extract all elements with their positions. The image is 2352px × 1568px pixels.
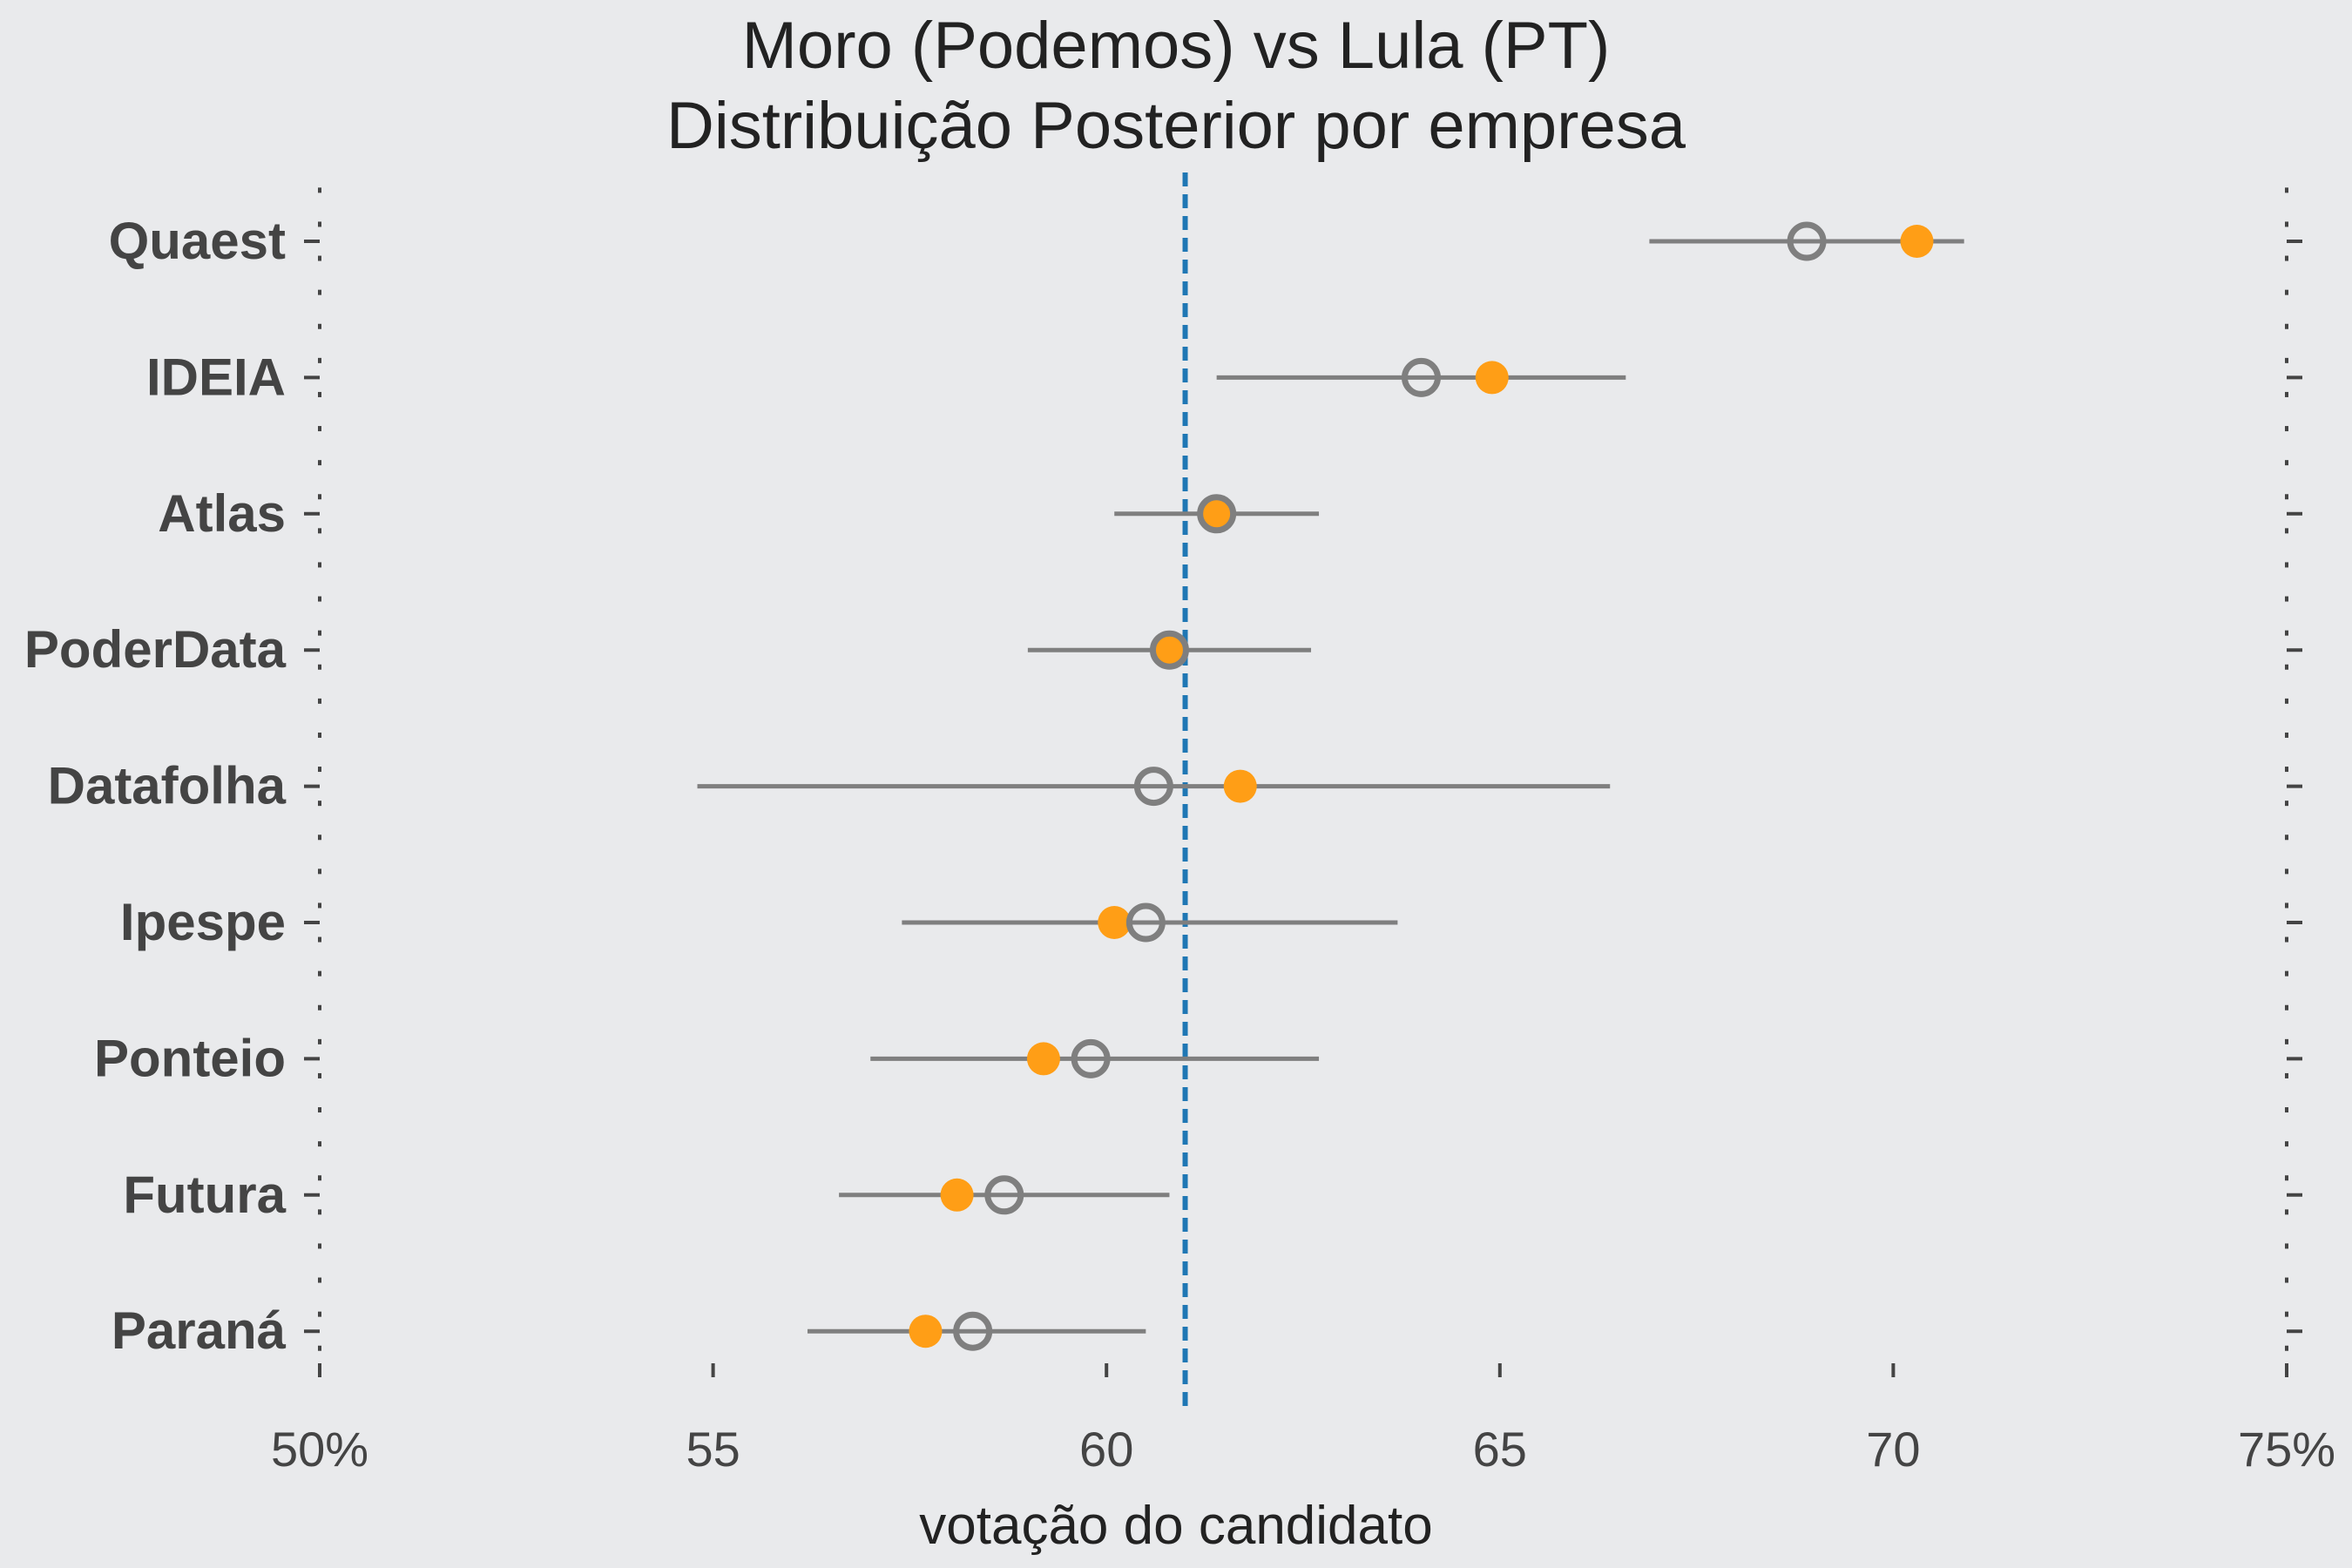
observed-point	[1200, 497, 1233, 531]
chart-subtitle: Distribuição Posterior por empresa	[666, 89, 1686, 163]
observed-point	[1026, 1042, 1060, 1076]
x-tick-label: 65	[1473, 1422, 1527, 1477]
y-tick-label: IDEIA	[146, 348, 286, 406]
observed-point	[1152, 633, 1186, 667]
x-tick-label: 60	[1079, 1422, 1133, 1477]
posterior-point	[953, 1311, 993, 1351]
y-tick-label: Ipespe	[120, 893, 286, 951]
posterior-point	[1787, 221, 1827, 261]
y-tick-label: Ponteio	[94, 1029, 286, 1087]
posterior-point	[1071, 1038, 1111, 1078]
x-tick-label: 50%	[271, 1422, 368, 1477]
observed-point	[909, 1315, 943, 1348]
axes: Quaest IDEIA Atlas PoderData Datafolha Ipespe…	[24, 187, 2335, 1477]
y-tick-label: Quaest	[109, 212, 286, 270]
marks	[697, 172, 1964, 1407]
x-axis-label: votação do candidato	[919, 1496, 1432, 1556]
observed-point	[1475, 361, 1509, 395]
posterior-point	[984, 1175, 1024, 1215]
x-tick-label: 70	[1866, 1422, 1920, 1477]
observed-point	[1223, 769, 1257, 803]
chart-title: Moro (Podemos) vs Lula (PT)	[742, 9, 1611, 83]
observed-point	[1900, 225, 1934, 258]
y-tick-label: Datafolha	[48, 757, 287, 815]
posterior-point	[1149, 630, 1189, 670]
y-tick-label: Futura	[123, 1166, 286, 1224]
posterior-point	[1133, 767, 1173, 807]
observed-point	[1098, 906, 1132, 939]
x-tick-label: 55	[686, 1422, 740, 1477]
x-tick-label: 75%	[2238, 1422, 2335, 1477]
posterior-point	[1197, 494, 1237, 534]
y-tick-label: Paraná	[112, 1301, 287, 1360]
observed-point	[940, 1178, 974, 1212]
y-tick-label: Atlas	[158, 484, 286, 543]
y-tick-label: PoderData	[24, 620, 287, 679]
posterior-point	[1401, 357, 1441, 397]
posterior-point	[1125, 902, 1166, 943]
